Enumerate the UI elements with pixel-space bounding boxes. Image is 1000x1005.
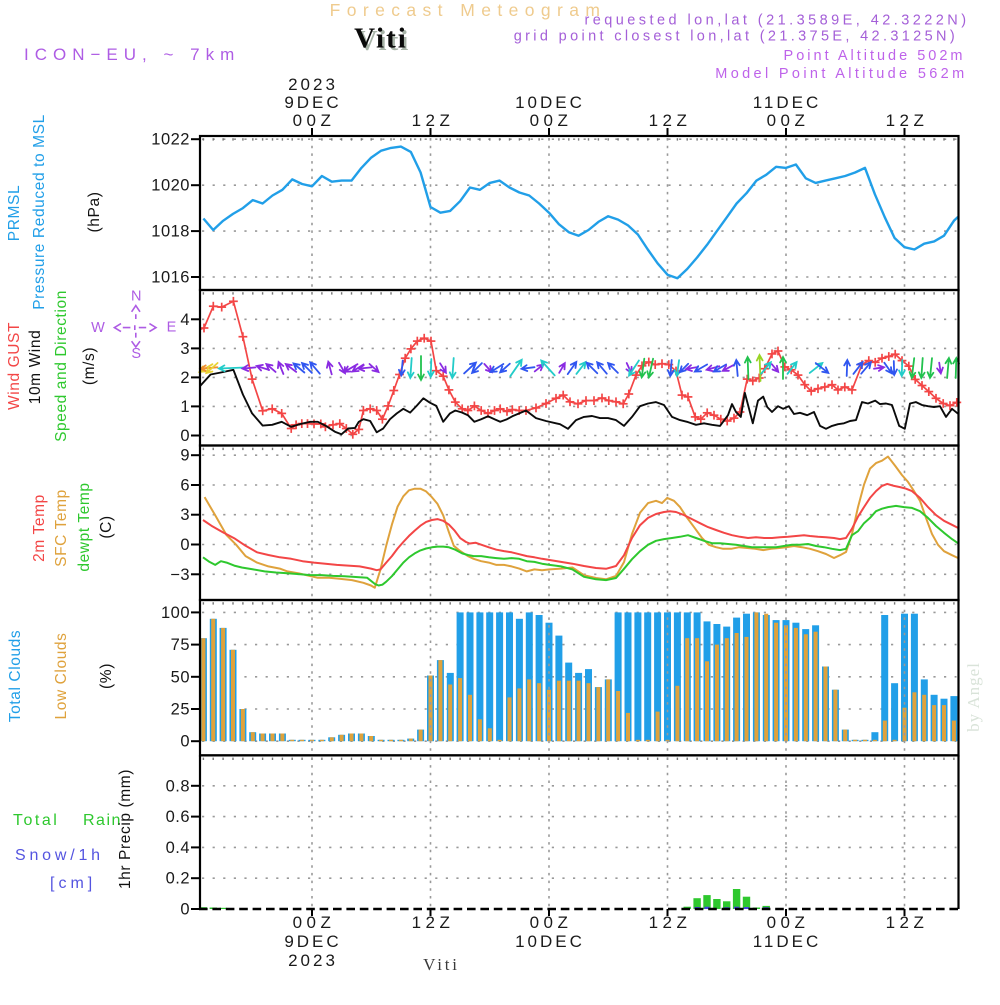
svg-text:2023: 2023 [288,951,338,970]
svg-text:12Z: 12Z [412,913,455,932]
svg-text:12Z: 12Z [886,111,929,130]
svg-text:Model Point Altitude 562m: Model Point Altitude 562m [715,66,967,82]
svg-text:0: 0 [180,536,190,554]
svg-text:12Z: 12Z [649,111,692,130]
svg-text:Total: Total [13,812,59,829]
svg-text:12Z: 12Z [649,913,692,932]
svg-text:0: 0 [180,733,190,751]
svg-text:0.6: 0.6 [166,808,190,826]
svg-text:requested lon,lat (21.3589E, 4: requested lon,lat (21.3589E, 42.3222N) [584,13,969,29]
svg-text:by Angel: by Angel [964,662,983,732]
svg-text:Total Clouds: Total Clouds [7,630,24,723]
svg-text:00Z: 00Z [767,913,810,932]
svg-text:0: 0 [180,901,190,919]
svg-text:(%): (%) [98,663,115,689]
svg-text:10DEC: 10DEC [515,932,585,951]
svg-text:1020: 1020 [151,177,190,195]
svg-text:(m/s): (m/s) [81,347,98,385]
svg-text:6: 6 [180,477,190,495]
svg-text:S: S [131,346,141,362]
svg-text:10m Wind: 10m Wind [27,330,44,405]
svg-text:9DEC: 9DEC [284,932,341,951]
svg-text:Viti: Viti [354,23,408,55]
svg-text:3: 3 [180,340,190,358]
svg-text:9DEC: 9DEC [284,93,341,112]
svg-text:(C): (C) [98,515,115,538]
svg-text:2023: 2023 [288,75,338,94]
svg-text:Viti: Viti [423,955,460,974]
svg-text:1022: 1022 [151,131,190,149]
svg-text:75: 75 [171,636,190,654]
svg-text:W: W [91,320,105,336]
svg-text:Rain: Rain [83,812,122,829]
svg-text:Snow/1h: Snow/1h [15,847,104,864]
svg-text:dewpt Temp: dewpt Temp [76,482,93,571]
svg-text:N: N [131,289,141,305]
svg-text:E: E [167,320,177,336]
svg-text:0: 0 [180,427,190,445]
svg-text:Low Clouds: Low Clouds [53,633,70,720]
svg-text:Speed and Direction: Speed and Direction [53,290,70,442]
svg-text:Pressure Reduced to MSL: Pressure Reduced to MSL [31,114,48,310]
svg-text:−3: −3 [170,566,190,584]
svg-text:ICON−EU, ~ 7km: ICON−EU, ~ 7km [24,45,240,64]
svg-text:00Z: 00Z [767,111,810,130]
svg-text:50: 50 [171,668,190,686]
svg-text:00Z: 00Z [530,913,573,932]
svg-text:1: 1 [180,398,190,416]
svg-text:[cm]: [cm] [50,875,96,892]
svg-text:0.8: 0.8 [166,777,190,795]
svg-text:10DEC: 10DEC [515,93,585,112]
svg-text:25: 25 [171,701,190,719]
svg-text:12Z: 12Z [886,913,929,932]
svg-text:11DEC: 11DEC [753,93,822,112]
svg-text:0.4: 0.4 [166,839,190,857]
svg-text:Point Altitude 502m: Point Altitude 502m [784,48,966,64]
svg-text:9: 9 [180,447,190,465]
svg-text:1018: 1018 [151,223,190,241]
svg-text:grid point closest lon,lat (21: grid point closest lon,lat (21.375E, 42.… [514,29,958,45]
svg-text:Viti: Viti [357,25,411,57]
svg-text:2m Temp: 2m Temp [31,494,48,562]
svg-text:00Z: 00Z [293,913,336,932]
svg-text:4: 4 [180,311,190,329]
svg-text:100: 100 [161,604,190,622]
svg-text:12Z: 12Z [412,111,455,130]
svg-text:1hr Precip (mm): 1hr Precip (mm) [117,769,134,889]
svg-text:0.2: 0.2 [166,870,190,888]
svg-text:Wind GUST: Wind GUST [6,322,23,410]
svg-text:PRMSL: PRMSL [6,185,23,241]
svg-text:2: 2 [180,369,190,387]
svg-text:3: 3 [180,506,190,524]
svg-text:1016: 1016 [151,269,190,287]
svg-text:00Z: 00Z [530,111,573,130]
svg-text:(hPa): (hPa) [86,192,103,233]
svg-text:Forecast Meteogram: Forecast Meteogram [330,0,607,20]
svg-text:SFC Temp: SFC Temp [53,489,70,567]
svg-text:00Z: 00Z [293,111,336,130]
svg-text:11DEC: 11DEC [753,932,822,951]
